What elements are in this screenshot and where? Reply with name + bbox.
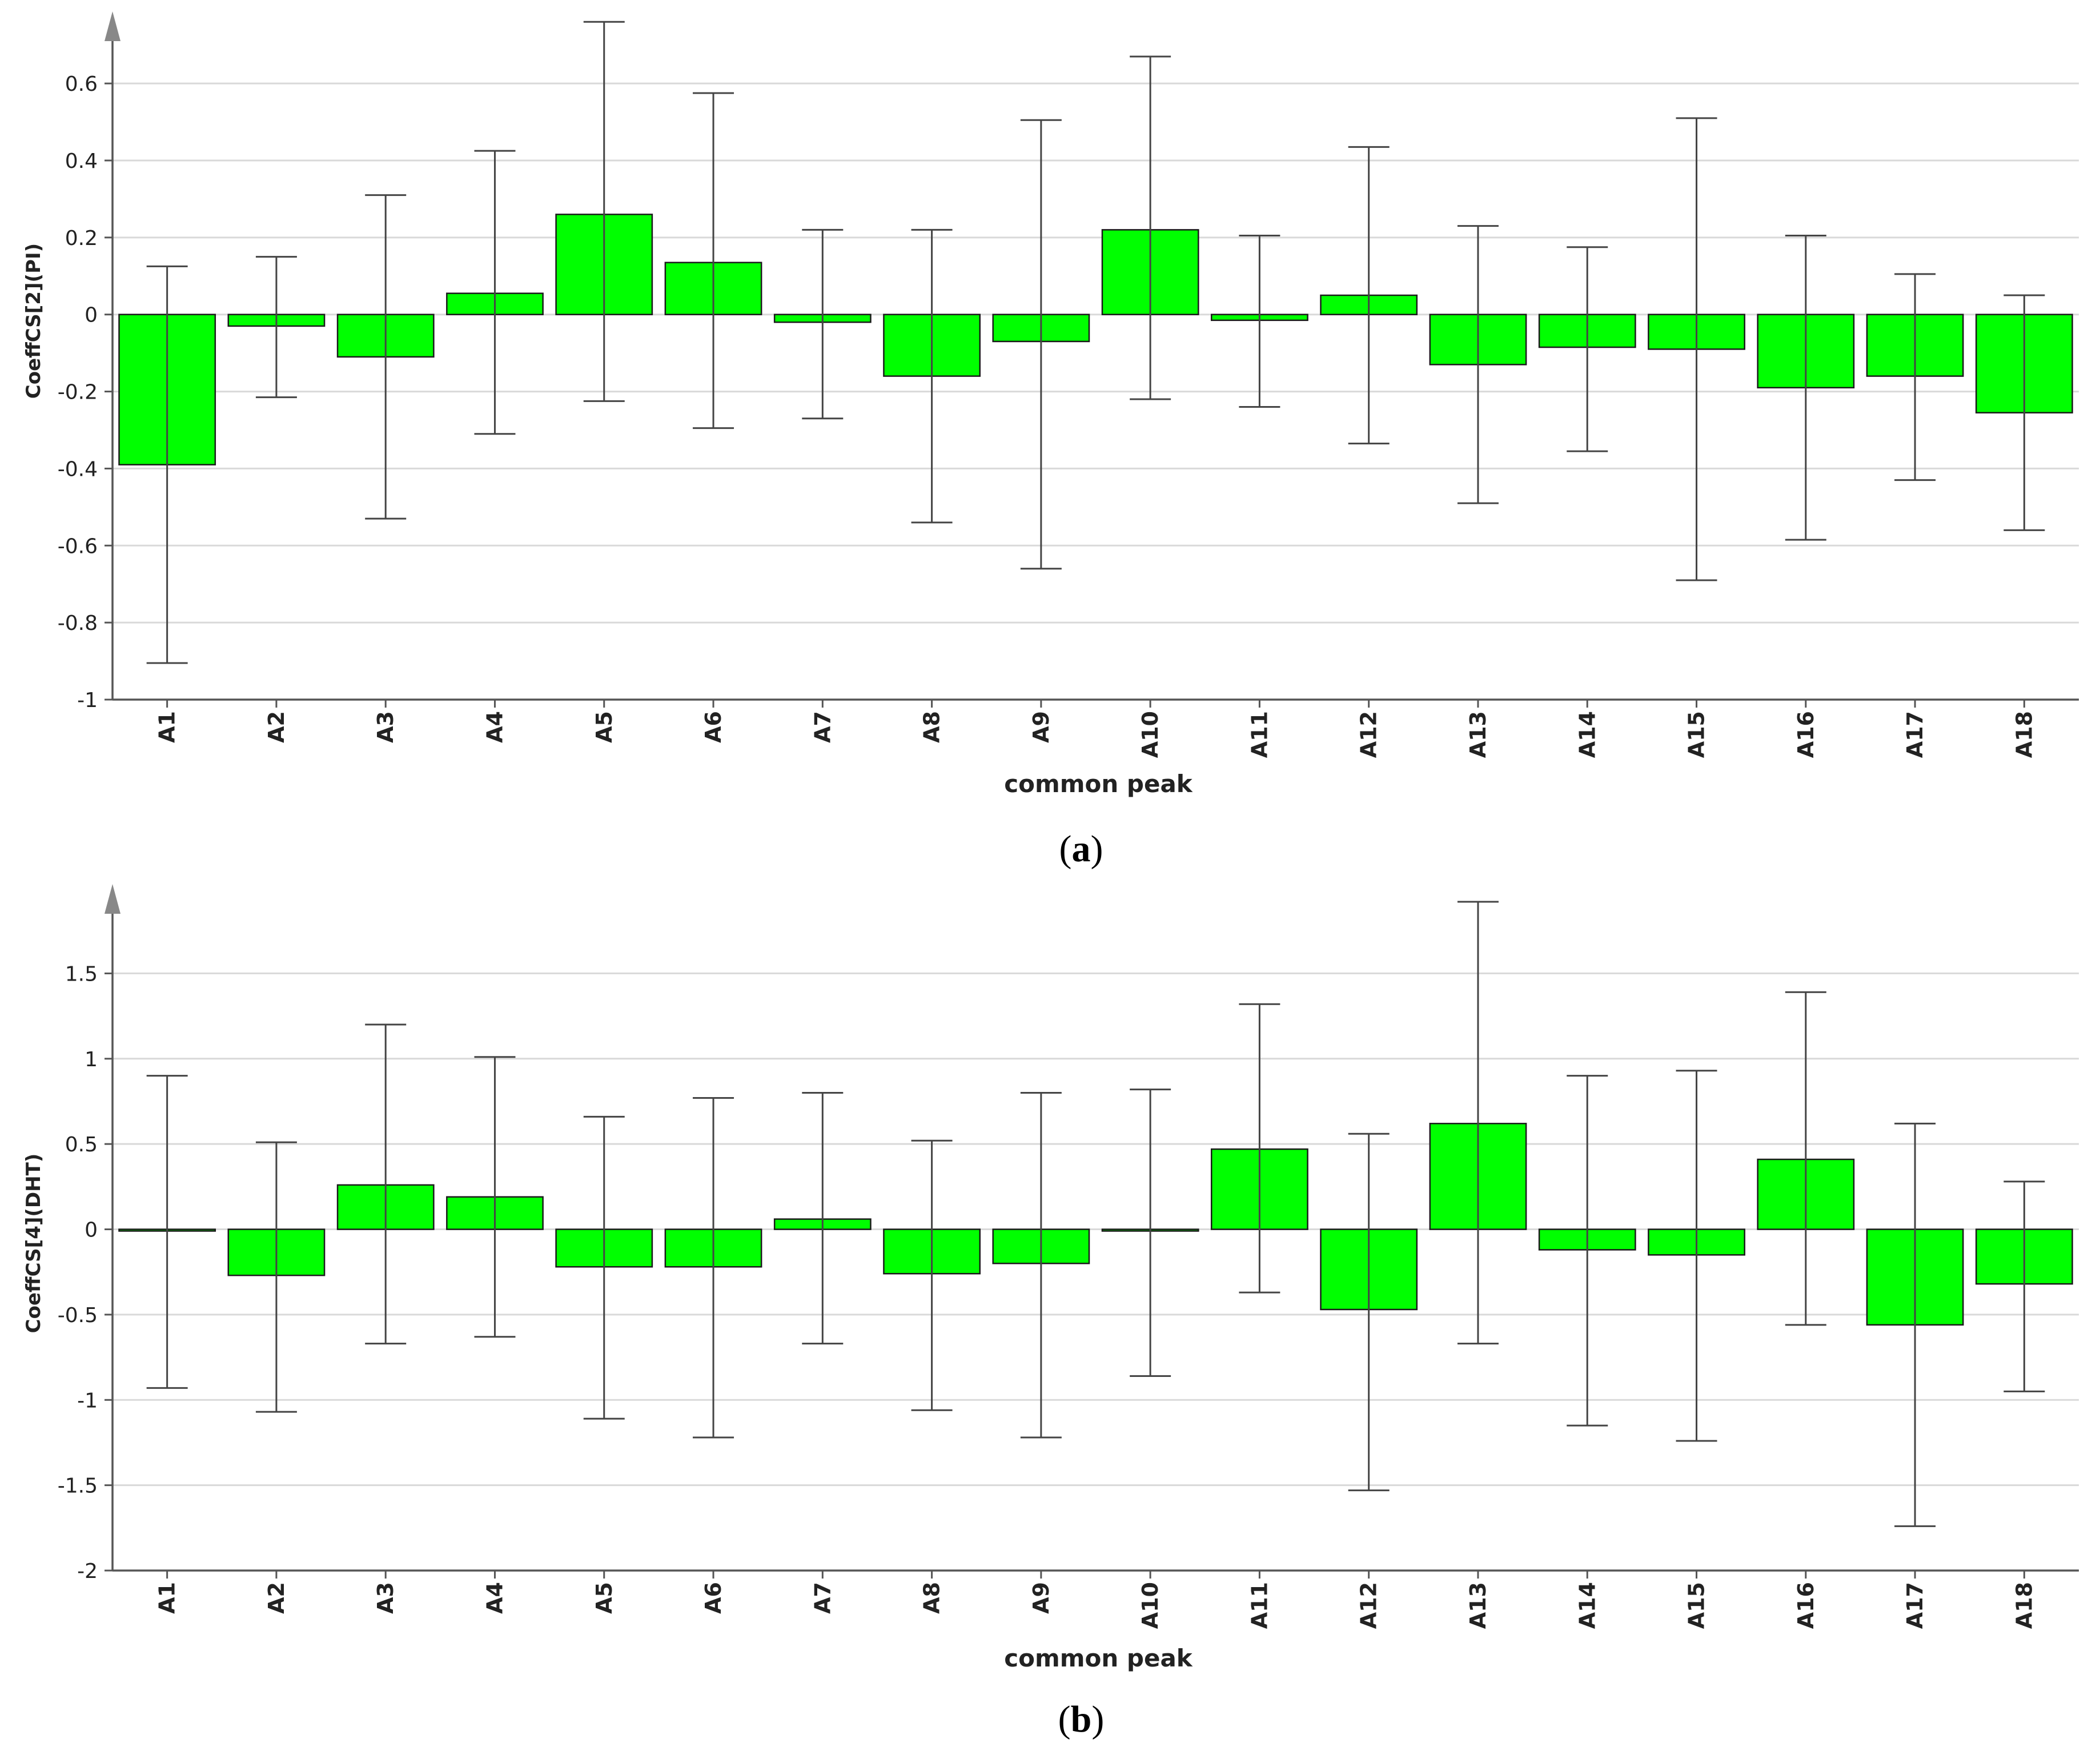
chart-panel-a: CoeffCS[2](PI) common peak (a) -1 -0.8 -0.… [22,11,2079,870]
y-tick-label: -2 [77,1560,98,1583]
x-axis-label-a: common peak [1004,770,1193,798]
x-tick-label-A1: A1 [155,1582,180,1614]
panel-label-a: (a) [1059,828,1103,870]
chart-panel-b: CoeffCS[4](DHT) common peak (b) -2 -1.5 -1… [22,884,2079,1740]
x-tick-label-A11: A11 [1247,1582,1272,1629]
x-tick-label-A6: A6 [701,711,726,743]
y-tick-label: 0.2 [65,227,98,250]
x-tick-label-A12: A12 [1356,711,1382,758]
y-axis-label-b: CoeffCS[4](DHT) [22,1154,45,1334]
x-tick-label-A3: A3 [373,711,398,743]
x-tick-label-A11: A11 [1247,711,1272,758]
y-tick-label: 0.6 [65,73,98,96]
x-tick-label-A13: A13 [1465,711,1491,758]
y-tick-label: -1 [77,689,98,712]
y-axis-arrow [105,884,121,914]
x-tick-label-A14: A14 [1575,1582,1600,1629]
x-tick-label-A7: A7 [810,1582,835,1614]
x-tick-label-A13: A13 [1465,1582,1491,1629]
x-tick-label-A5: A5 [592,1582,617,1614]
x-tick-label-A2: A2 [264,1582,289,1614]
y-tick-label: -0.2 [58,381,98,404]
x-axis-label-b: common peak [1004,1644,1193,1672]
panel-letter-b: b [1071,1698,1092,1740]
x-tick-label-A4: A4 [482,1582,507,1614]
y-tick-label: -0.4 [58,457,98,481]
y-tick-label: 1 [85,1048,98,1071]
y-tick-label: -1.5 [58,1475,98,1498]
panel-letter-a: a [1072,828,1091,870]
x-tick-label-A12: A12 [1356,1582,1382,1629]
x-tick-label-A3: A3 [373,1582,398,1614]
x-tick-label-A15: A15 [1684,711,1709,758]
x-tick-label-A16: A16 [1793,711,1818,758]
y-tick-label: 0 [85,304,98,327]
x-tick-label-A10: A10 [1138,1582,1163,1629]
x-tick-label-A16: A16 [1793,1582,1818,1629]
x-tick-label-A14: A14 [1575,711,1600,758]
y-tick-label: -0.8 [58,612,98,635]
x-tick-label-A2: A2 [264,711,289,743]
x-tick-label-A10: A10 [1138,711,1163,758]
x-tick-label-A5: A5 [592,711,617,743]
x-tick-label-A17: A17 [1902,711,1928,758]
y-tick-label: -0.6 [58,535,98,558]
x-tick-label-A9: A9 [1029,711,1054,743]
x-tick-label-A1: A1 [155,711,180,743]
x-tick-label-A15: A15 [1684,1582,1709,1629]
x-tick-label-A18: A18 [2011,711,2037,758]
y-tick-label: 0 [85,1219,98,1242]
x-tick-label-A17: A17 [1902,1582,1928,1629]
x-tick-label-A18: A18 [2011,1582,2037,1629]
x-tick-label-A8: A8 [919,711,945,743]
x-tick-label-A7: A7 [810,711,835,743]
y-tick-label: 0.4 [65,150,98,173]
y-tick-label: -1 [77,1389,98,1412]
x-tick-label-A8: A8 [919,1582,945,1614]
x-tick-label-A9: A9 [1029,1582,1054,1614]
x-tick-label-A4: A4 [482,711,507,743]
y-tick-label: 0.5 [65,1133,98,1156]
x-tick-label-A6: A6 [701,1582,726,1614]
y-axis-label-a: CoeffCS[2](PI) [22,243,45,399]
y-tick-label: -0.5 [58,1304,98,1327]
panel-label-b: (b) [1058,1698,1105,1740]
y-axis-arrow [105,11,121,41]
y-tick-label: 1.5 [65,962,98,986]
